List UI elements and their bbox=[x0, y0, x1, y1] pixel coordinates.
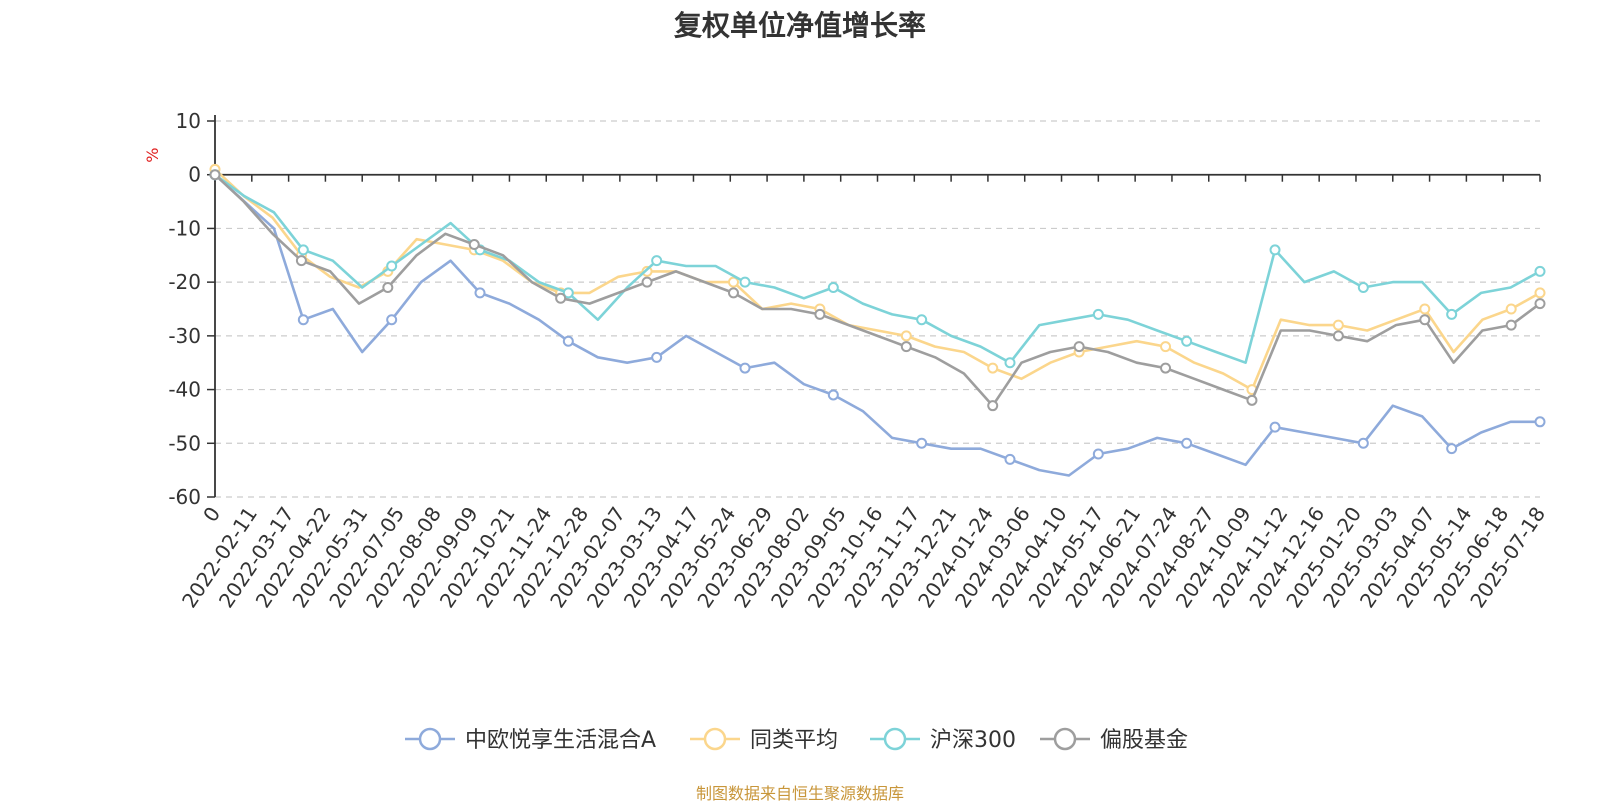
series-4-point bbox=[382, 282, 394, 294]
series-4-point bbox=[1419, 314, 1431, 326]
source-note: 制图数据来自恒生聚源数据库 bbox=[695, 784, 904, 803]
y-tick-label: -40 bbox=[168, 378, 201, 402]
series-4-point bbox=[1332, 330, 1344, 342]
series-4-point bbox=[814, 308, 826, 320]
legend-label: 同类平均 bbox=[750, 728, 838, 753]
series-4-point bbox=[295, 255, 307, 267]
y-tick-label: 10 bbox=[176, 109, 201, 133]
series-1-point bbox=[386, 314, 398, 326]
y-tick-label: -60 bbox=[168, 485, 201, 509]
series-3-point bbox=[1357, 282, 1369, 294]
series-line-1 bbox=[214, 173, 1540, 477]
series-line-2 bbox=[214, 168, 1541, 391]
series-1-point bbox=[1181, 437, 1193, 449]
series-2-point bbox=[1505, 303, 1517, 315]
series-2-point bbox=[1419, 303, 1431, 315]
legend-item-2[interactable]: 同类平均 bbox=[690, 727, 838, 753]
legend-swatch-marker bbox=[1053, 727, 1077, 751]
series-3-point bbox=[1004, 357, 1016, 369]
series-3-point bbox=[827, 282, 839, 294]
series-2-point bbox=[1332, 319, 1344, 331]
x-tick-label: 0 bbox=[198, 502, 225, 526]
y-tick-label: -20 bbox=[168, 270, 201, 294]
legend-swatch-marker bbox=[883, 727, 907, 751]
series-3-point bbox=[1269, 244, 1281, 256]
series-3-point bbox=[739, 276, 751, 288]
y-tick-label: -50 bbox=[168, 431, 201, 455]
series-1-point bbox=[1534, 416, 1546, 428]
chart-title: 复权单位净值增长率 bbox=[673, 9, 926, 42]
legend-item-1[interactable]: 中欧悦享生活混合A bbox=[405, 727, 656, 753]
series-1-point bbox=[1092, 448, 1104, 460]
y-tick-label: -30 bbox=[168, 324, 201, 348]
series-4-point bbox=[987, 400, 999, 412]
series-4-point bbox=[555, 292, 567, 304]
series-1-point bbox=[651, 351, 663, 363]
series-3-point bbox=[651, 255, 663, 267]
series-4-point bbox=[1505, 319, 1517, 331]
series-1-point bbox=[1004, 453, 1016, 465]
legend-item-3[interactable]: 沪深300 bbox=[870, 727, 1016, 753]
series-1-point bbox=[1269, 421, 1281, 433]
series-3-point bbox=[1181, 335, 1193, 347]
legend-label: 偏股基金 bbox=[1100, 728, 1188, 753]
series-4-point bbox=[468, 239, 480, 251]
series-4-point bbox=[727, 287, 739, 299]
series-4-point bbox=[900, 341, 912, 353]
series-1-point bbox=[1446, 443, 1458, 455]
legend-swatch-marker bbox=[703, 727, 727, 751]
series-4-point bbox=[209, 169, 221, 181]
grid-layer bbox=[215, 120, 1540, 498]
series-3-point bbox=[1534, 265, 1546, 277]
series-2-point bbox=[987, 362, 999, 374]
series-layer bbox=[209, 163, 1546, 477]
series-1-point bbox=[916, 437, 928, 449]
series-4-point bbox=[1246, 394, 1258, 406]
series-3-point bbox=[562, 287, 574, 299]
legend-swatch-marker bbox=[418, 727, 442, 751]
series-1-point bbox=[1357, 437, 1369, 449]
series-2-point bbox=[1160, 341, 1172, 353]
series-3-point bbox=[386, 260, 398, 272]
series-1-point bbox=[297, 314, 309, 326]
series-1-point bbox=[739, 362, 751, 374]
series-3-point bbox=[297, 244, 309, 256]
y-tick-label: -10 bbox=[168, 216, 201, 240]
legend[interactable]: 中欧悦享生活混合A 同类平均 沪深300 偏股基金 bbox=[405, 727, 1188, 753]
series-3-point bbox=[1092, 308, 1104, 320]
axis-layer: 100-10-20-30-40-50-60%02022-02-112022-03… bbox=[143, 109, 1550, 612]
series-2-point bbox=[1534, 287, 1546, 299]
series-4-point bbox=[641, 276, 653, 288]
legend-item-4[interactable]: 偏股基金 bbox=[1040, 727, 1188, 753]
y-tick-label: 0 bbox=[188, 163, 201, 187]
series-4-point bbox=[1160, 362, 1172, 374]
series-line-4 bbox=[214, 173, 1541, 407]
series-3-point bbox=[916, 314, 928, 326]
y-axis-unit-label: % bbox=[143, 148, 162, 163]
series-line-3 bbox=[214, 173, 1541, 364]
series-1-point bbox=[562, 335, 574, 347]
series-3-point bbox=[1446, 308, 1458, 320]
series-1-point bbox=[474, 287, 486, 299]
series-4-point bbox=[1073, 341, 1085, 353]
series-2-point bbox=[900, 330, 912, 342]
series-1-point bbox=[827, 389, 839, 401]
series-4-point bbox=[1534, 298, 1546, 310]
legend-label: 沪深300 bbox=[930, 728, 1016, 753]
legend-label: 中欧悦享生活混合A bbox=[465, 728, 656, 753]
series-2-point bbox=[727, 276, 739, 288]
